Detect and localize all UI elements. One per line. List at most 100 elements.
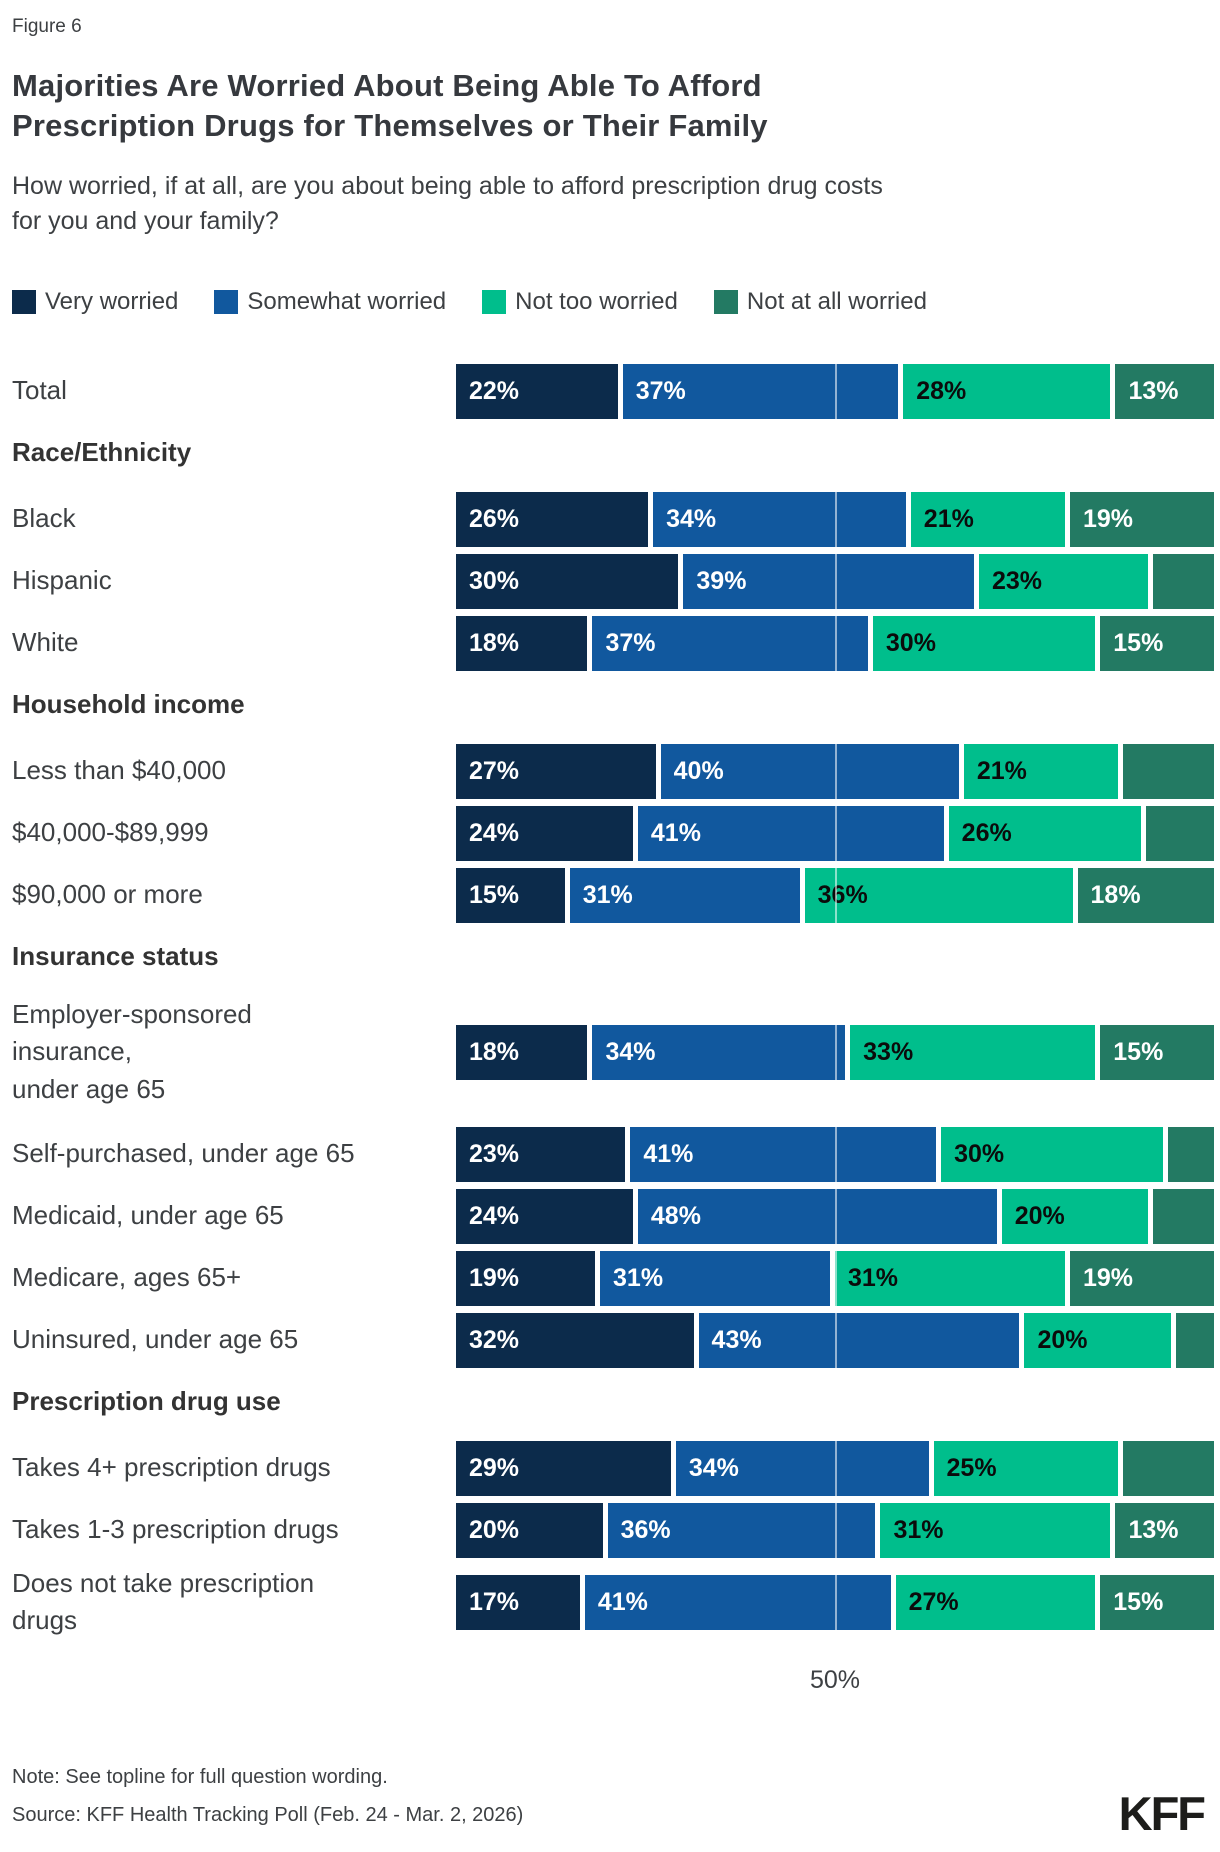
bar-segment: 26% <box>948 805 1146 861</box>
section-header: Household income <box>12 688 245 719</box>
bar-segment: 23% <box>456 1126 631 1182</box>
bar-segment-label: 18% <box>469 628 520 657</box>
bar-track: 24% 41% 26% <box>456 805 1214 861</box>
chart-row: Takes 4+ prescription drugs 29% 34% 25% <box>12 1440 1214 1496</box>
legend-item: Not too worried <box>482 288 678 316</box>
bar-segment-label: 18% <box>469 1037 520 1066</box>
bar-segment-label: 41% <box>597 1587 648 1616</box>
bar-track: 23% 41% 30% <box>456 1126 1214 1182</box>
legend-item: Very worried <box>12 288 178 316</box>
row-label: Employer-sponsored insurance, under age … <box>12 998 252 1104</box>
bar-segment: 30% <box>872 615 1101 671</box>
chart-row: $40,000-$89,999 24% 41% 26% <box>12 805 1214 861</box>
bar-segment <box>1168 1126 1214 1182</box>
chart-row: Medicaid, under age 65 24% 48% 20% <box>12 1188 1214 1244</box>
bar-segment: 13% <box>1115 363 1214 419</box>
bar-segment: 15% <box>456 867 570 923</box>
bar-segment-label: 19% <box>1082 504 1134 533</box>
gridline-50 <box>835 1502 837 1558</box>
bar-segment-label: 15% <box>1113 1587 1164 1616</box>
bar-segment-label: 36% <box>620 1515 671 1544</box>
bar-segment: 19% <box>1069 491 1214 547</box>
bar-segment-label: 37% <box>635 376 686 405</box>
figure-container: Figure 6 Majorities Are Worried About Be… <box>12 16 1214 1695</box>
bar-segment-label: 19% <box>469 1263 520 1292</box>
bar-segment <box>1145 805 1214 861</box>
chart-row: Uninsured, under age 65 32% 43% 20% <box>12 1312 1214 1368</box>
bar-track: 18% 37% 30% 15% <box>456 615 1214 671</box>
figure-label: Figure 6 <box>12 16 82 37</box>
bar-segment: 20% <box>1024 1312 1177 1368</box>
bar-segment: 15% <box>1100 1024 1214 1080</box>
section-header: Prescription drug use <box>12 1385 281 1416</box>
bar-segment: 41% <box>637 805 949 861</box>
bar-segment: 18% <box>456 1024 593 1080</box>
source-text: Source: KFF Health Tracking Poll (Feb. 2… <box>12 1804 524 1826</box>
bar-segment-label: 15% <box>1113 1037 1164 1066</box>
bar-segment-label: 31% <box>582 880 633 909</box>
legend-item: Not at all worried <box>713 288 927 316</box>
bar-track: 30% 39% 23% <box>456 553 1214 609</box>
bar-segment-label: 30% <box>954 1139 1005 1168</box>
bar-segment-label: 25% <box>946 1453 997 1482</box>
bar-segment: 37% <box>622 363 904 419</box>
row-label: Medicare, ages 65+ <box>12 1262 242 1293</box>
bar-segment-label: 20% <box>1014 1201 1065 1230</box>
bar-segment: 24% <box>456 1188 638 1244</box>
bar-segment: 34% <box>675 1440 934 1496</box>
chart-row: Hispanic 30% 39% 23% <box>12 553 1214 609</box>
row-label: Does not take prescription drugs <box>12 1567 315 1636</box>
page-title: Majorities Are Worried About Being Able … <box>12 68 768 144</box>
bar-segment: 15% <box>1100 615 1214 671</box>
legend-swatch <box>214 289 239 314</box>
bar-segment: 20% <box>1001 1188 1154 1244</box>
bar-segment-label: 22% <box>469 376 520 405</box>
bar-segment-label: 37% <box>605 628 656 657</box>
gridline-50 <box>835 615 837 671</box>
bar-segment-label: 31% <box>613 1263 664 1292</box>
gridline-50 <box>835 1126 837 1182</box>
bar-segment-label: 13% <box>1128 1515 1179 1544</box>
bar-segment: 26% <box>456 491 654 547</box>
bar-segment: 41% <box>630 1126 942 1182</box>
axis-row: 50% <box>12 1666 1214 1695</box>
bar-segment-label: 31% <box>847 1263 899 1292</box>
bar-segment: 31% <box>600 1250 835 1306</box>
bar-track: 20% 36% 31% 13% <box>456 1502 1214 1558</box>
kff-logo: KFF <box>1118 1787 1206 1840</box>
bar-track: 26% 34% 21% 19% <box>456 491 1214 547</box>
bar-segment: 19% <box>1069 1250 1214 1306</box>
bar-segment-label: 43% <box>711 1325 762 1354</box>
section-header: Race/Ethnicity <box>12 436 192 467</box>
bar-segment: 43% <box>698 1312 1025 1368</box>
bar-segment-label: 30% <box>885 628 936 657</box>
bar-segment: 22% <box>456 363 623 419</box>
bar-segment: 31% <box>569 867 805 923</box>
row-label: Takes 4+ prescription drugs <box>12 1452 331 1483</box>
chart-subtitle: How worried, if at all, are you about be… <box>12 171 883 236</box>
bar-track: 29% 34% 25% <box>456 1440 1214 1496</box>
gridline-50 <box>835 1188 837 1244</box>
bar-segment-label: 17% <box>469 1587 520 1616</box>
legend-swatch <box>12 289 36 314</box>
bar-segment: 17% <box>456 1574 585 1630</box>
bar-segment-label: 48% <box>650 1201 701 1230</box>
bar-segment-label: 20% <box>1037 1325 1088 1354</box>
bar-segment: 36% <box>607 1502 881 1558</box>
bar-segment <box>1123 1440 1214 1496</box>
bar-segment-label: 34% <box>666 504 717 533</box>
legend: Very worried Somewhat worried Not too worr… <box>12 288 1214 316</box>
bar-segment: 30% <box>456 553 684 609</box>
bar-track: 27% 40% 21% <box>456 743 1214 799</box>
chart-row: Employer-sponsored insurance, under age … <box>12 996 1214 1109</box>
chart-row: Total 22% 37% 28% 13% <box>12 363 1214 419</box>
bar-segment: 31% <box>880 1502 1116 1558</box>
legend-swatch <box>713 289 738 314</box>
row-label: $40,000-$89,999 <box>12 817 209 848</box>
bar-segment-label: 15% <box>469 880 520 909</box>
row-label: Less than $40,000 <box>12 755 226 786</box>
bar-segment: 48% <box>637 1188 1002 1244</box>
bar-segment: 27% <box>456 743 661 799</box>
gridline-50 <box>835 553 837 609</box>
bar-segment-label: 18% <box>1090 880 1141 909</box>
